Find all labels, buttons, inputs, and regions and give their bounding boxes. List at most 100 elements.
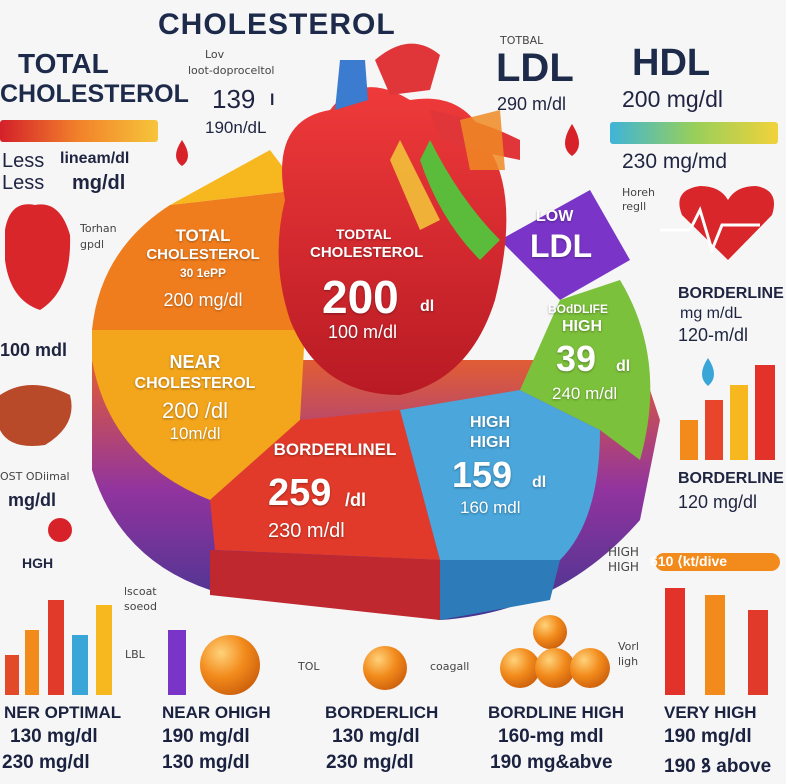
- segment-high-side: [440, 560, 560, 620]
- liver-icon: [0, 385, 72, 446]
- borderline-label: BORDERLINE: [678, 470, 784, 487]
- segment-total-line1: TOTAL: [175, 226, 231, 245]
- bottom-label: NEAR OHIGH: [162, 703, 271, 722]
- small-label: TOTBAL: [500, 34, 544, 47]
- segment-bord-high-t2: HIGH: [562, 318, 602, 335]
- heart-unit: dl: [420, 298, 435, 315]
- cholesterol-ball-icon: [570, 648, 610, 688]
- segment-near-value: 200 /dl: [161, 398, 229, 423]
- bottom-value: 130 mg/dl: [332, 726, 420, 747]
- less-row1: Less: [2, 150, 45, 172]
- heart-t2: CHOLESTEROL: [310, 244, 424, 261]
- ldl-value: 290 m/dl: [497, 94, 567, 114]
- small-label: ligh: [618, 655, 639, 668]
- segment-near-sub: 10m/dl: [169, 424, 221, 443]
- small-label: coagall: [430, 660, 470, 673]
- heart-pulse-icon: [679, 186, 774, 260]
- bottom-value: 190 mg&abve: [490, 752, 613, 773]
- heart-aorta: [375, 43, 440, 95]
- high-label: HIGH: [608, 545, 639, 559]
- heart-graphic: [278, 87, 507, 395]
- value-100: 100 mdl: [0, 340, 68, 360]
- blood-drop-icon: [176, 140, 188, 166]
- small-label: Horeh: [622, 186, 656, 199]
- segment-total: [92, 190, 305, 330]
- segment-low-ldl: [500, 190, 630, 300]
- borderline-label: BORDERLINE: [678, 285, 784, 302]
- anatomical-heart-icon: [5, 204, 71, 310]
- value-139-unit: l: [270, 92, 275, 109]
- bottom-value: 190 mg/dl: [162, 726, 250, 747]
- heart-aorta: [335, 60, 368, 110]
- hdl-value: 200 mg/dl: [622, 86, 724, 112]
- cholesterol-ball-icon: [200, 635, 260, 695]
- bottom-value: 160-mg mdl: [498, 726, 604, 747]
- segment-high-sub: 160 mdl: [460, 498, 521, 517]
- segment-total-line2: CHOLESTEROL: [146, 246, 260, 263]
- bar-icon: [48, 600, 64, 695]
- total-title-line1: TOTAL: [18, 48, 109, 79]
- segment-top-yellow: [170, 150, 300, 205]
- small-label: regll: [622, 200, 647, 213]
- segment-total-line3: 200 mg/dl: [163, 290, 243, 310]
- bar-icon: [72, 635, 88, 695]
- bar-icon: [168, 630, 186, 695]
- bar-icon: [748, 610, 768, 695]
- less-row2: Less: [2, 172, 45, 194]
- bar-icon: [705, 595, 725, 695]
- bottom-label: VERY HIGH: [664, 703, 757, 722]
- segment-bord-high-unit: dl: [616, 358, 631, 375]
- bar-icon: [680, 420, 698, 460]
- heart-vessel: [390, 140, 440, 230]
- bar-icon: [5, 655, 19, 695]
- value-139: 139: [212, 84, 256, 114]
- small-label: Lov: [205, 48, 225, 61]
- bottom-value: 190 mg/dl: [664, 726, 752, 747]
- segment-borderline-title: BORDERLINEL: [273, 440, 397, 459]
- segment-high-t2: HIGH: [470, 434, 510, 451]
- bar-icon: [705, 400, 723, 460]
- small-label: lscoat: [124, 585, 157, 598]
- segment-bord-high-sub: 240 m/dl: [552, 384, 618, 403]
- total-title-line2: CHOLESTEROL: [0, 80, 189, 108]
- side-label: OST ODiimal: [0, 470, 70, 483]
- water-drop-icon: [702, 358, 714, 386]
- red-dot-icon: [48, 518, 72, 542]
- hdl-gradient-bar: [610, 122, 778, 144]
- bar-icon: [665, 588, 685, 695]
- segment-borderline-side: [210, 550, 440, 620]
- segment-bord-high-value: 39: [556, 338, 597, 379]
- bar-icon: [96, 605, 112, 695]
- segment-borderline: [210, 410, 440, 560]
- segment-near-line2: CHOLESTEROL: [134, 375, 256, 392]
- bottom-value: 190 ꝸ above: [664, 756, 772, 777]
- small-label: loot-doproceltol: [188, 64, 275, 77]
- bar-icon: [25, 630, 39, 695]
- bottom-label: NER OPTIMAL: [4, 703, 122, 722]
- segment-borderline-sub: 230 m/dl: [268, 520, 345, 542]
- segment-near: [92, 330, 305, 500]
- less-row2-value: mg/dl: [72, 172, 126, 194]
- hdl-title: HDL: [632, 42, 711, 84]
- heart-vessel: [460, 110, 505, 170]
- pulse-line-icon: [660, 205, 760, 255]
- orange-capsule-icon: [655, 553, 780, 571]
- segment-high-value: 159: [452, 454, 513, 495]
- heart-value: 200: [322, 271, 399, 323]
- ldl-title: LDL: [496, 46, 574, 90]
- blood-drop-icon: [565, 124, 579, 156]
- bottom-value: 130 mg/dl: [10, 726, 98, 747]
- heart-t1: TODTAL: [336, 226, 392, 242]
- side-value: mg/dl: [8, 490, 56, 510]
- high-label: HGH: [22, 555, 54, 571]
- bar-icon: [730, 385, 748, 460]
- segment-bord-high: [520, 280, 651, 460]
- segment-borderline-value: 259: [268, 472, 332, 514]
- borderline-value: mg m/dL: [680, 305, 743, 322]
- segment-total-line4: 30 1ePP: [179, 266, 227, 280]
- cholesterol-ball-icon: [535, 648, 575, 688]
- page-title: CHOLESTEROL: [158, 8, 396, 41]
- small-label: Vorl: [618, 640, 639, 653]
- hdl-value2: 230 mg/md: [622, 150, 728, 173]
